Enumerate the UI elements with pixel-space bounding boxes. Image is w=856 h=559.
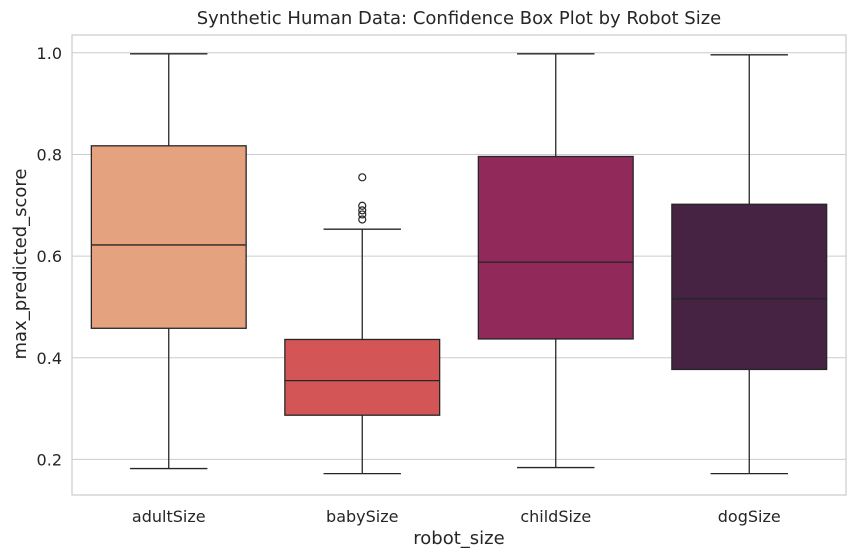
y-tick-label: 0.8 <box>37 145 62 164</box>
y-tick-label: 0.4 <box>37 349 62 368</box>
plot-border <box>71 34 847 496</box>
x-tick-labels: adultSize babySize childSize dogSize <box>132 507 781 526</box>
x-tick-label: dogSize <box>718 507 781 526</box>
x-tick-label: babySize <box>326 507 398 526</box>
y-tick-labels: 0.2 0.4 0.6 0.8 1.0 <box>37 44 62 470</box>
y-tick-label: 1.0 <box>37 44 62 63</box>
iqr-box <box>671 203 828 371</box>
iqr-box <box>90 145 247 329</box>
box-adultSize <box>90 53 247 470</box>
iqr-box <box>284 338 441 416</box>
iqr-box <box>477 155 634 340</box>
x-tick-label: adultSize <box>132 507 206 526</box>
boxes <box>90 53 828 475</box>
chart-title: Synthetic Human Data: Confidence Box Plo… <box>197 8 722 29</box>
y-axis-label: max_predicted_score <box>10 169 31 360</box>
outlier-point <box>358 201 367 210</box>
outlier-point <box>358 206 367 215</box>
y-tick-label: 0.6 <box>37 247 62 266</box>
box-babySize <box>284 173 441 475</box>
outlier-point <box>358 215 367 224</box>
x-tick-label: childSize <box>520 507 591 526</box>
outlier-point <box>358 173 367 182</box>
box-dogSize <box>671 54 828 475</box>
x-axis-label: robot_size <box>413 528 504 549</box>
box-childSize <box>477 53 634 469</box>
plot-frame <box>71 34 847 496</box>
y-tick-label: 0.2 <box>37 450 62 469</box>
outlier-point <box>358 210 367 219</box>
